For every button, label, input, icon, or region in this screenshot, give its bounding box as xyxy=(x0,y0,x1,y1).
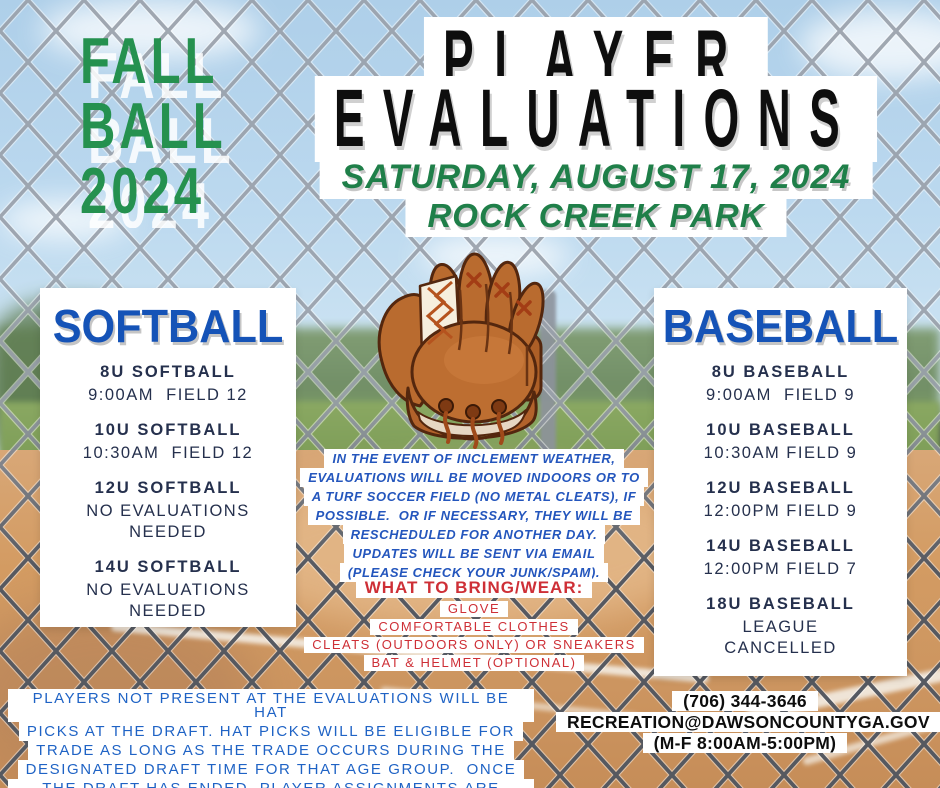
baseball-entries: 8U BASEBALL 9:00AM FIELD 9 10U BASEBALL … xyxy=(654,362,907,659)
contact-hours: (M-F 8:00AM-5:00PM) xyxy=(642,733,848,753)
contact-phone-line: (706) 344-3646 xyxy=(556,691,934,712)
entry-detail: 9:00AM FIELD 9 xyxy=(705,386,856,404)
age-group: 18U BASEBALL xyxy=(706,595,855,613)
baseball-heading: BASEBALL xyxy=(662,300,899,352)
softball-entries: 8U SOFTBALL 9:00AM FIELD 12 10U SOFTBALL… xyxy=(40,362,296,622)
season-badge-line-3: 2024 xyxy=(80,156,206,228)
weather-notice-line: RESCHEDULED FOR ANOTHER DAY. xyxy=(234,525,714,544)
draft-notice: PLAYERS NOT PRESENT AT THE EVALUATIONS W… xyxy=(8,689,534,788)
event-date: SATURDAY, AUGUST 17, 2024 xyxy=(319,155,873,199)
bring-item: COMFORTABLE CLOTHES xyxy=(234,618,714,636)
what-to-bring-section: WHAT TO BRING/WEAR: GLOVE COMFORTABLE CL… xyxy=(234,577,714,672)
weather-notice-line: EVALUATIONS WILL BE MOVED INDOORS OR TO xyxy=(234,468,714,487)
age-group: 14U SOFTBALL xyxy=(94,558,242,576)
bring-item-text: BAT & HELMET (OPTIONAL) xyxy=(363,655,585,671)
baseball-glove-illustration xyxy=(377,252,545,449)
title-line-evaluations: EVALUATIONS xyxy=(314,76,878,162)
bring-item: CLEATS (OUTDOORS ONLY) OR SNEAKERS xyxy=(234,636,714,654)
draft-notice-line: PICKS AT THE DRAFT. HAT PICKS WILL BE EL… xyxy=(8,722,534,741)
draft-notice-text: DESIGNATED DRAFT TIME FOR THAT AGE GROUP… xyxy=(17,760,525,779)
weather-notice-line: POSSIBLE. OR IF NECESSARY, THEY WILL BE xyxy=(234,506,714,525)
weather-notice-line: A TURF SOCCER FIELD (NO METAL CLEATS), I… xyxy=(234,487,714,506)
age-group: 12U SOFTBALL xyxy=(94,479,242,497)
schedule-entry: 18U BASEBALL LEAGUE CANCELLED xyxy=(654,594,907,659)
age-group: 8U BASEBALL xyxy=(711,363,850,381)
schedule-entry: 14U SOFTBALL NO EVALUATIONS NEEDED xyxy=(40,557,296,622)
schedule-entry: 8U BASEBALL 9:00AM FIELD 9 xyxy=(654,362,907,406)
draft-notice-text: TRADE AS LONG AS THE TRADE OCCURS DURING… xyxy=(28,741,514,760)
schedule-entry: 14U BASEBALL 12:00PM FIELD 7 xyxy=(654,536,907,580)
contact-email: RECREATION@DAWSONCOUNTYGA.GOV xyxy=(556,712,940,732)
weather-notice-text: POSSIBLE. OR IF NECESSARY, THEY WILL BE xyxy=(307,506,641,525)
weather-notice-text: EVALUATIONS WILL BE MOVED INDOORS OR TO xyxy=(300,468,648,487)
bring-heading: WHAT TO BRING/WEAR: xyxy=(234,577,714,600)
contact-block: (706) 344-3646 RECREATION@DAWSONCOUNTYGA… xyxy=(556,691,940,754)
weather-notice-text: UPDATES WILL BE SENT VIA EMAIL xyxy=(344,544,604,563)
bring-item: BAT & HELMET (OPTIONAL) xyxy=(234,654,714,672)
bring-item-text: GLOVE xyxy=(439,601,509,617)
weather-notice: IN THE EVENT OF INCLEMENT WEATHER, EVALU… xyxy=(234,449,714,582)
entry-detail: NO EVALUATIONS NEEDED xyxy=(86,502,250,541)
softball-schedule-card: SOFTBALL 8U SOFTBALL 9:00AM FIELD 12 10U… xyxy=(40,288,296,627)
weather-notice-text: IN THE EVENT OF INCLEMENT WEATHER, xyxy=(324,449,624,468)
entry-detail: 9:00AM FIELD 12 xyxy=(88,386,248,404)
age-group: 10U SOFTBALL xyxy=(94,421,242,439)
season-badge-line-2: BALL xyxy=(80,91,227,163)
schedule-entry: 12U BASEBALL 12:00PM FIELD 9 xyxy=(654,478,907,522)
bring-item-text: CLEATS (OUTDOORS ONLY) OR SNEAKERS xyxy=(304,637,644,653)
event-location: ROCK CREEK PARK xyxy=(405,194,787,237)
age-group: 10U BASEBALL xyxy=(706,421,855,439)
baseball-schedule-card: BASEBALL 8U BASEBALL 9:00AM FIELD 9 10U … xyxy=(654,288,907,676)
draft-notice-line: TRADE AS LONG AS THE TRADE OCCURS DURING… xyxy=(8,741,534,760)
draft-notice-line: THE DRAFT HAS ENDED, PLAYER ASSIGNMENTS … xyxy=(8,779,534,788)
weather-notice-text: A TURF SOCCER FIELD (NO METAL CLEATS), I… xyxy=(303,487,645,506)
draft-notice-text: PICKS AT THE DRAFT. HAT PICKS WILL BE EL… xyxy=(18,722,524,741)
draft-notice-text: THE DRAFT HAS ENDED, PLAYER ASSIGNMENTS … xyxy=(8,779,534,788)
schedule-entry: 10U SOFTBALL 10:30AM FIELD 12 xyxy=(40,420,296,464)
entry-detail: 12:00PM FIELD 9 xyxy=(703,502,858,520)
weather-notice-text: RESCHEDULED FOR ANOTHER DAY. xyxy=(342,525,606,544)
weather-notice-line: IN THE EVENT OF INCLEMENT WEATHER, xyxy=(234,449,714,468)
contact-hours-line: (M-F 8:00AM-5:00PM) xyxy=(556,733,934,754)
bring-heading-text: WHAT TO BRING/WEAR: xyxy=(355,577,593,598)
weather-notice-line: UPDATES WILL BE SENT VIA EMAIL xyxy=(234,544,714,563)
bring-item: GLOVE xyxy=(234,600,714,618)
entry-detail: LEAGUE CANCELLED xyxy=(724,618,837,657)
schedule-entry: 8U SOFTBALL 9:00AM FIELD 12 xyxy=(40,362,296,406)
draft-notice-line: DESIGNATED DRAFT TIME FOR THAT AGE GROUP… xyxy=(8,760,534,779)
contact-email-line: RECREATION@DAWSONCOUNTYGA.GOV xyxy=(556,712,940,733)
draft-notice-line: PLAYERS NOT PRESENT AT THE EVALUATIONS W… xyxy=(8,689,534,722)
entry-detail: 10:30AM FIELD 12 xyxy=(82,444,254,462)
entry-detail: 12:00PM FIELD 7 xyxy=(703,560,858,578)
age-group: 12U BASEBALL xyxy=(706,479,855,497)
bring-item-text: COMFORTABLE CLOTHES xyxy=(370,619,578,635)
schedule-entry: 10U BASEBALL 10:30AM FIELD 9 xyxy=(654,420,907,464)
age-group: 8U SOFTBALL xyxy=(100,363,236,381)
contact-phone: (706) 344-3646 xyxy=(672,691,818,711)
entry-detail: NO EVALUATIONS NEEDED xyxy=(86,581,250,620)
entry-detail: 10:30AM FIELD 9 xyxy=(703,444,858,462)
draft-notice-text: PLAYERS NOT PRESENT AT THE EVALUATIONS W… xyxy=(8,689,534,722)
softball-heading: SOFTBALL xyxy=(52,300,284,352)
season-badge-line-1: FALL xyxy=(80,26,219,98)
schedule-entry: 12U SOFTBALL NO EVALUATIONS NEEDED xyxy=(40,478,296,543)
age-group: 14U BASEBALL xyxy=(706,537,855,555)
